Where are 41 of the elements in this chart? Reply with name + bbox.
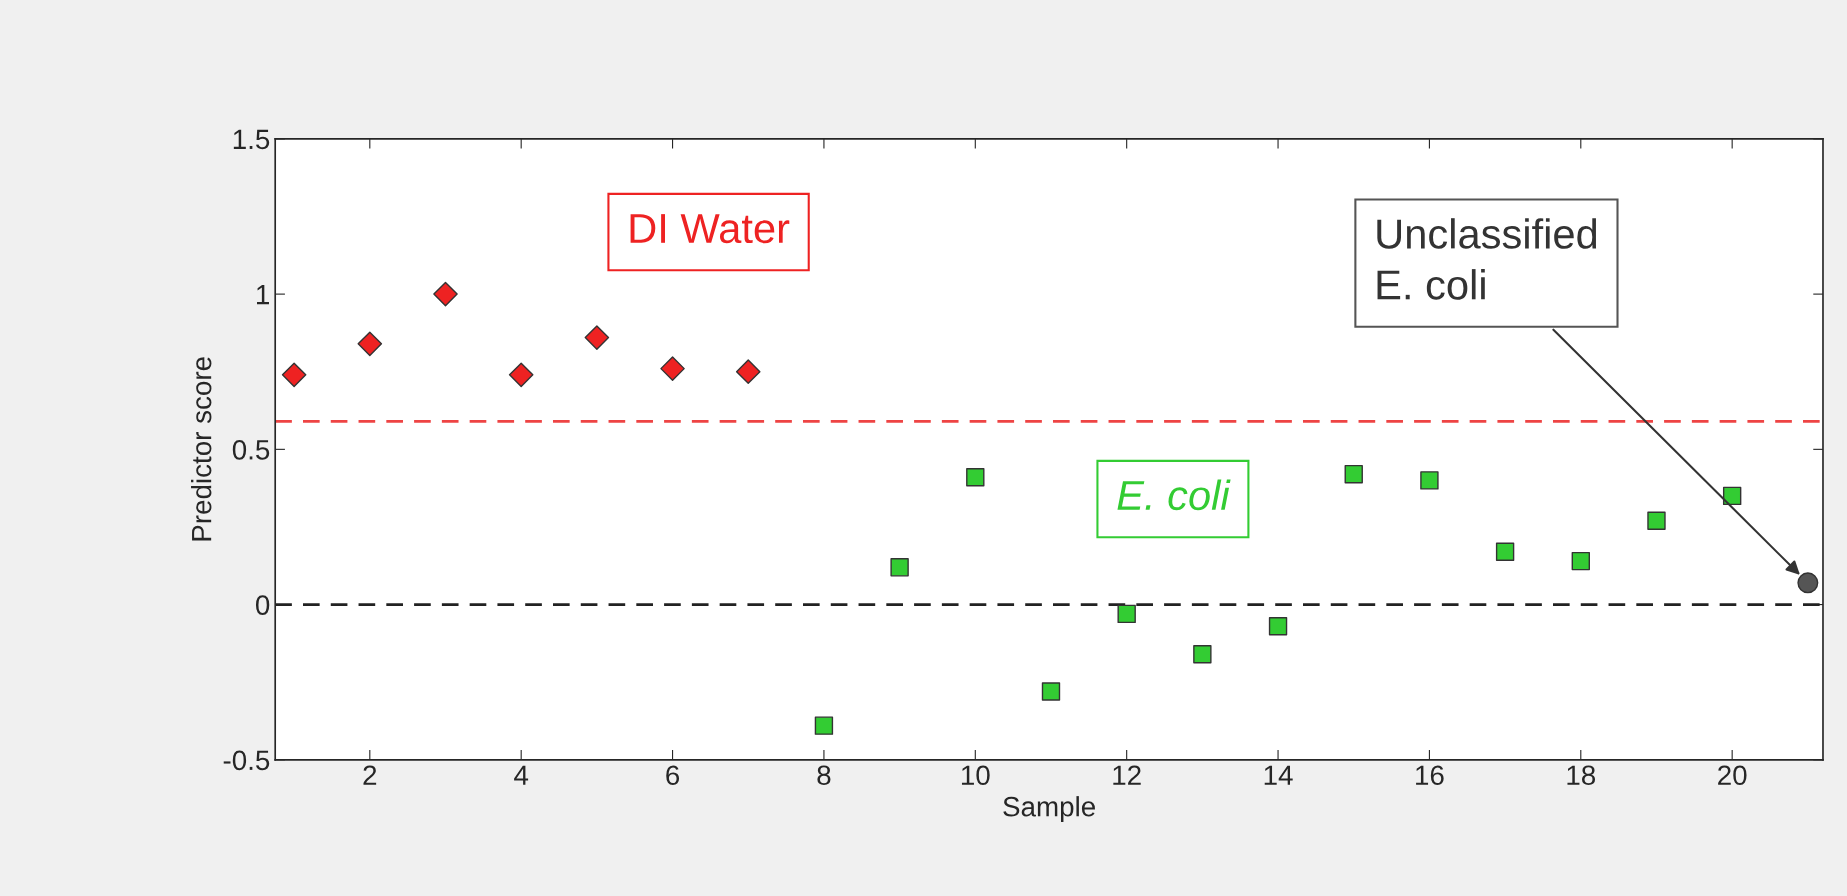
point bbox=[966, 468, 985, 487]
y-tick-label: 1.5 bbox=[233, 129, 270, 150]
point bbox=[1268, 617, 1288, 636]
x-tick-label: 18 bbox=[1567, 765, 1596, 786]
x-axis-title: Sample bbox=[1003, 796, 1095, 823]
point bbox=[1797, 572, 1819, 594]
x-tick-label: 12 bbox=[1113, 765, 1141, 785]
x-tick-label: 8 bbox=[817, 765, 831, 786]
point bbox=[1193, 645, 1212, 664]
point bbox=[660, 356, 685, 381]
point bbox=[1647, 511, 1666, 530]
point bbox=[1495, 542, 1515, 561]
x-tick-label: 10 bbox=[961, 765, 990, 786]
text: E. coli bbox=[1117, 479, 1231, 511]
x-tick-label: 20 bbox=[1718, 765, 1747, 786]
point bbox=[508, 362, 534, 388]
point bbox=[1117, 604, 1136, 624]
point bbox=[584, 325, 610, 350]
point bbox=[433, 281, 458, 307]
point bbox=[1344, 464, 1363, 484]
point bbox=[1722, 486, 1742, 506]
y-tick-label: 1 bbox=[257, 285, 269, 305]
x-tick-label: 14 bbox=[1264, 765, 1293, 785]
point bbox=[735, 359, 761, 385]
text: Unclassified E. coli bbox=[1377, 218, 1597, 300]
y-tick-label: 0.5 bbox=[232, 440, 270, 460]
point bbox=[357, 331, 383, 357]
y-tick-label: -0.5 bbox=[223, 750, 270, 771]
x-tick-label: 6 bbox=[666, 765, 680, 786]
point bbox=[1420, 471, 1439, 490]
x-tick-label: 16 bbox=[1416, 765, 1444, 786]
point bbox=[814, 716, 834, 735]
point bbox=[281, 362, 307, 388]
point bbox=[1041, 682, 1061, 701]
point bbox=[1571, 551, 1590, 571]
text: DI Water bbox=[630, 214, 790, 244]
x-tick-label: 2 bbox=[363, 765, 377, 785]
y-tick-label: 0 bbox=[255, 595, 270, 615]
x-tick-label: 4 bbox=[514, 765, 529, 785]
y-axis-title: Predictor score bbox=[191, 357, 212, 541]
point bbox=[890, 558, 909, 577]
